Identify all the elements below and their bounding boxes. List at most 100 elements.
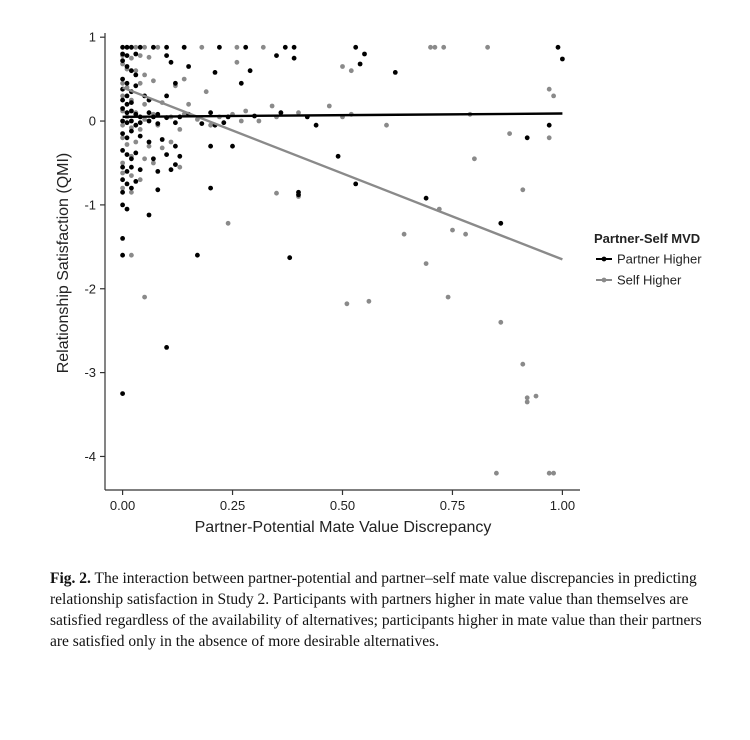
point-self-higher [120,61,125,67]
point-partner-higher [296,192,301,198]
point-partner-higher [186,64,192,69]
point-self-higher [432,44,438,50]
point-partner-higher [357,61,363,67]
point-self-higher [551,93,556,99]
point-partner-higher [164,345,170,350]
point-partner-higher [124,181,130,187]
point-partner-higher [120,148,125,153]
point-self-higher [445,294,451,300]
point-partner-higher [168,167,174,173]
point-partner-higher [173,80,178,86]
legend-label-partner-higher: Partner Higher [617,252,702,267]
legend-items: Partner Higher Self Higher [596,252,702,288]
point-self-higher [133,44,139,50]
point-partner-higher [168,59,174,65]
x-tick-label: 0.50 [330,498,355,513]
point-self-higher [142,156,148,162]
x-tick-label: 0.75 [440,498,465,513]
y-tick-label: -3 [84,365,96,380]
y-tick-label: 0 [89,114,96,129]
point-self-higher [151,78,156,84]
point-self-higher [146,143,152,149]
point-self-higher [225,220,231,226]
point-partner-higher [181,44,187,50]
point-partner-higher [274,53,279,58]
y-axis-label: Relationship Satisfaction (QMI) [55,153,72,374]
point-partner-higher [353,44,359,50]
point-self-higher [159,145,165,151]
point-self-higher [269,103,275,109]
point-partner-higher [155,187,161,193]
point-partner-higher [120,106,125,111]
point-partner-higher [173,120,178,126]
point-partner-higher [124,120,130,126]
point-self-higher [441,44,447,50]
point-partner-higher [362,51,367,57]
point-partner-higher [120,51,125,57]
point-self-higher [129,252,134,258]
point-self-higher [120,170,125,176]
point-partner-higher [173,143,178,149]
point-partner-higher [120,164,125,170]
point-partner-higher [124,64,130,69]
point-self-higher [533,393,539,399]
point-partner-higher [133,83,139,89]
point-self-higher [494,470,499,476]
point-partner-higher [524,135,530,141]
point-partner-higher [221,120,227,126]
point-partner-higher [129,156,134,162]
point-partner-higher [137,133,143,139]
point-self-higher [133,139,139,145]
point-partner-higher [124,101,130,107]
point-self-higher [524,399,530,405]
point-partner-higher [498,220,504,226]
point-self-higher [546,86,552,92]
point-self-higher [137,126,143,132]
point-self-higher [498,319,504,325]
caption-label: Fig. 2. [50,570,91,587]
point-self-higher [260,44,266,50]
point-self-higher [168,139,174,145]
point-self-higher [155,44,161,50]
x-tick-label: 0.25 [220,498,245,513]
point-partner-higher [177,153,183,159]
point-self-higher [524,395,530,401]
point-partner-higher [133,111,139,117]
point-partner-higher [208,110,214,116]
point-partner-higher [555,44,561,50]
point-partner-higher [247,68,253,74]
y-ticks: 1 0 -1 -2 -3 -4 [84,30,105,464]
point-self-higher [203,89,209,95]
point-partner-higher [124,110,130,116]
point-self-higher [120,122,125,128]
point-self-higher [234,44,240,50]
point-partner-higher [129,118,134,124]
point-partner-higher [291,44,297,50]
point-self-higher [137,53,143,58]
point-self-higher [348,68,354,74]
point-partner-higher [155,169,161,174]
point-self-higher [520,187,526,193]
y-tick-label: -2 [84,281,96,296]
point-partner-higher [120,189,125,195]
point-partner-higher [164,93,170,99]
point-partner-higher [124,44,130,50]
point-partner-higher [120,391,125,396]
point-self-higher [326,103,332,109]
point-self-higher [520,361,526,367]
point-partner-higher [120,118,125,124]
point-partner-higher [120,131,125,137]
scatter-chart: 0.00 0.25 0.50 0.75 1.00 1 0 -1 -2 -3 -4 Partner-… [55,30,702,536]
point-self-higher [450,227,455,233]
point-partner-higher [282,44,288,50]
point-self-higher [151,160,156,166]
point-self-higher [133,68,139,74]
point-self-higher [551,470,556,476]
point-partner-higher [208,185,214,191]
point-self-higher [401,231,407,237]
fit-lines-layer [122,86,563,261]
point-partner-higher [133,150,139,156]
point-partner-higher [129,164,134,170]
point-partner-higher [392,70,398,75]
point-partner-higher [120,44,125,50]
